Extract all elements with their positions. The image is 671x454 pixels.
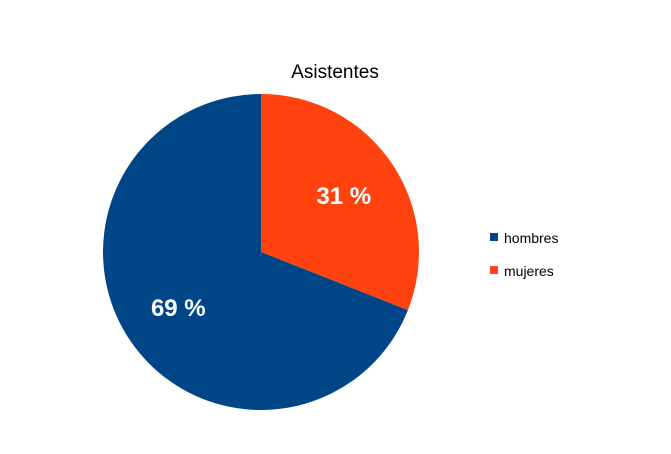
pie-slices <box>103 94 420 411</box>
legend-label-mujeres: mujeres <box>504 263 554 279</box>
pie-slice-mujeres <box>261 94 420 311</box>
legend: hombres mujeres <box>490 230 558 279</box>
slice-label-hombres: 69 % <box>151 295 206 322</box>
legend-swatch-mujeres <box>490 266 498 274</box>
chart-title: Asistentes <box>291 62 379 83</box>
pie-slice-hombres <box>103 94 408 411</box>
legend-label-hombres: hombres <box>504 230 558 246</box>
slice-label-mujeres: 31 % <box>316 183 371 210</box>
legend-swatch-hombres <box>490 233 498 241</box>
slice-labels: 31 % 69 % <box>151 183 371 322</box>
